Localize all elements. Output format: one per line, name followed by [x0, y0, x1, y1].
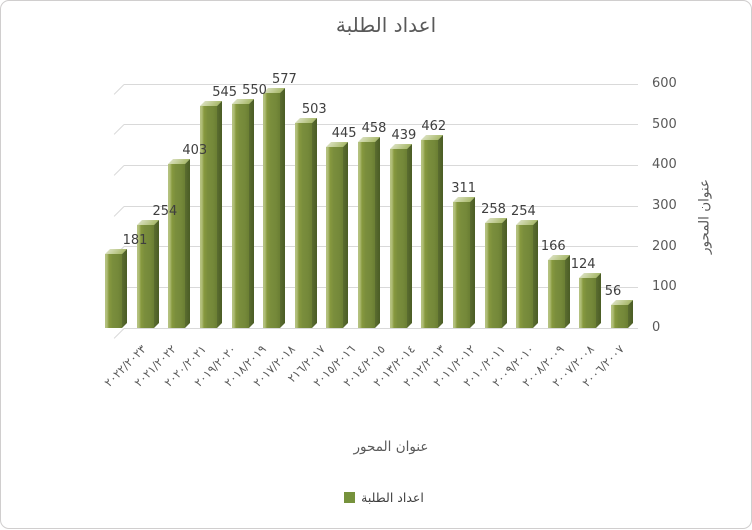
bar-front-face: [168, 164, 186, 328]
data-label: 181: [122, 233, 148, 249]
bar-front-face: [105, 254, 122, 328]
gridline: [124, 327, 638, 329]
bar-side-face: [185, 159, 191, 328]
gridline: [124, 164, 638, 166]
data-label: 56: [604, 284, 622, 300]
bar-side-face: [311, 118, 317, 328]
bar-side-face: [375, 136, 380, 328]
bar-side-face: [122, 249, 127, 328]
bar[interactable]: [611, 300, 633, 328]
gridline: [124, 124, 638, 126]
bar-side-face: [438, 135, 444, 328]
bar-front-face: [263, 93, 281, 328]
bar-front-face: [579, 277, 597, 328]
bar-front-face: [452, 201, 470, 328]
gridline-depth-tick: [113, 124, 125, 135]
bar-front-face: [294, 123, 312, 328]
bar[interactable]: [358, 136, 380, 328]
bar-front-face: [389, 149, 407, 328]
bar[interactable]: [452, 196, 475, 328]
bar-side-face: [248, 99, 254, 328]
bar-front-face: [484, 223, 502, 328]
y-tick-label: 400: [652, 157, 677, 173]
bar[interactable]: [484, 218, 507, 328]
bar-front-face: [421, 140, 439, 328]
data-label: 550: [242, 83, 267, 99]
data-label: 458: [361, 120, 387, 136]
bar-side-face: [216, 101, 222, 328]
bar-side-face: [406, 144, 412, 328]
legend: اعداد الطلبة: [19, 490, 749, 505]
data-label: 258: [481, 202, 506, 218]
gridline: [124, 83, 638, 85]
bar-front-face: [358, 141, 375, 328]
bar[interactable]: [326, 142, 349, 328]
bar[interactable]: [579, 272, 602, 328]
bar-front-face: [199, 106, 217, 328]
bar[interactable]: [547, 255, 570, 328]
bar-side-face: [596, 272, 602, 328]
y-tick-label: 100: [652, 279, 677, 295]
data-label: 311: [451, 180, 477, 196]
bar-front-face: [547, 260, 565, 328]
bar[interactable]: [231, 99, 254, 328]
legend-swatch: [344, 492, 356, 503]
bar[interactable]: [136, 219, 159, 328]
gridline: [124, 286, 638, 288]
data-label: 445: [331, 126, 357, 142]
bar[interactable]: [421, 135, 444, 328]
data-label: 254: [152, 203, 178, 219]
bar[interactable]: [516, 219, 539, 328]
bar-front-face: [326, 147, 344, 328]
chart-title: اعداد الطلبة: [335, 13, 437, 37]
data-label: 545: [212, 85, 238, 101]
bar[interactable]: [105, 249, 127, 328]
bar[interactable]: [168, 159, 191, 328]
gridline-depth-tick: [113, 164, 125, 176]
bar-front-face: [136, 224, 154, 328]
data-label: 577: [271, 72, 297, 88]
bar-side-face: [280, 88, 286, 328]
data-label: 254: [510, 203, 536, 219]
bar[interactable]: [199, 101, 222, 328]
data-label: 462: [421, 119, 447, 135]
gridline-depth-tick: [113, 83, 125, 95]
data-label: 403: [182, 143, 208, 159]
bar[interactable]: [294, 118, 317, 328]
bar-front-face: [611, 305, 628, 328]
data-label: 166: [540, 239, 566, 255]
data-label: 503: [301, 102, 327, 118]
bar-side-face: [343, 142, 349, 328]
gridline-depth-tick: [113, 327, 125, 339]
data-label: 439: [391, 128, 417, 144]
bar-side-face: [501, 218, 507, 328]
gridline: [124, 246, 638, 248]
bar[interactable]: [389, 144, 412, 328]
gridline-depth-tick: [113, 205, 125, 217]
data-label: 124: [570, 256, 596, 272]
bar-front-face: [516, 224, 534, 328]
bar[interactable]: [263, 88, 286, 328]
y-tick-label: 200: [652, 238, 677, 254]
bar-side-face: [533, 219, 539, 328]
y-tick-label: 500: [652, 116, 677, 132]
bar-front-face: [231, 104, 249, 328]
y-tick-label: 300: [652, 198, 677, 213]
y-tick-label: 600: [652, 76, 677, 91]
gridline: [124, 205, 638, 207]
x-axis-title: عنوان المحور: [353, 439, 429, 455]
y-axis-title: عنوان المحور: [696, 179, 713, 254]
y-tick-label: 0: [652, 320, 661, 335]
bar-side-face: [628, 300, 633, 328]
legend-label: اعداد الطلبة: [361, 490, 424, 505]
